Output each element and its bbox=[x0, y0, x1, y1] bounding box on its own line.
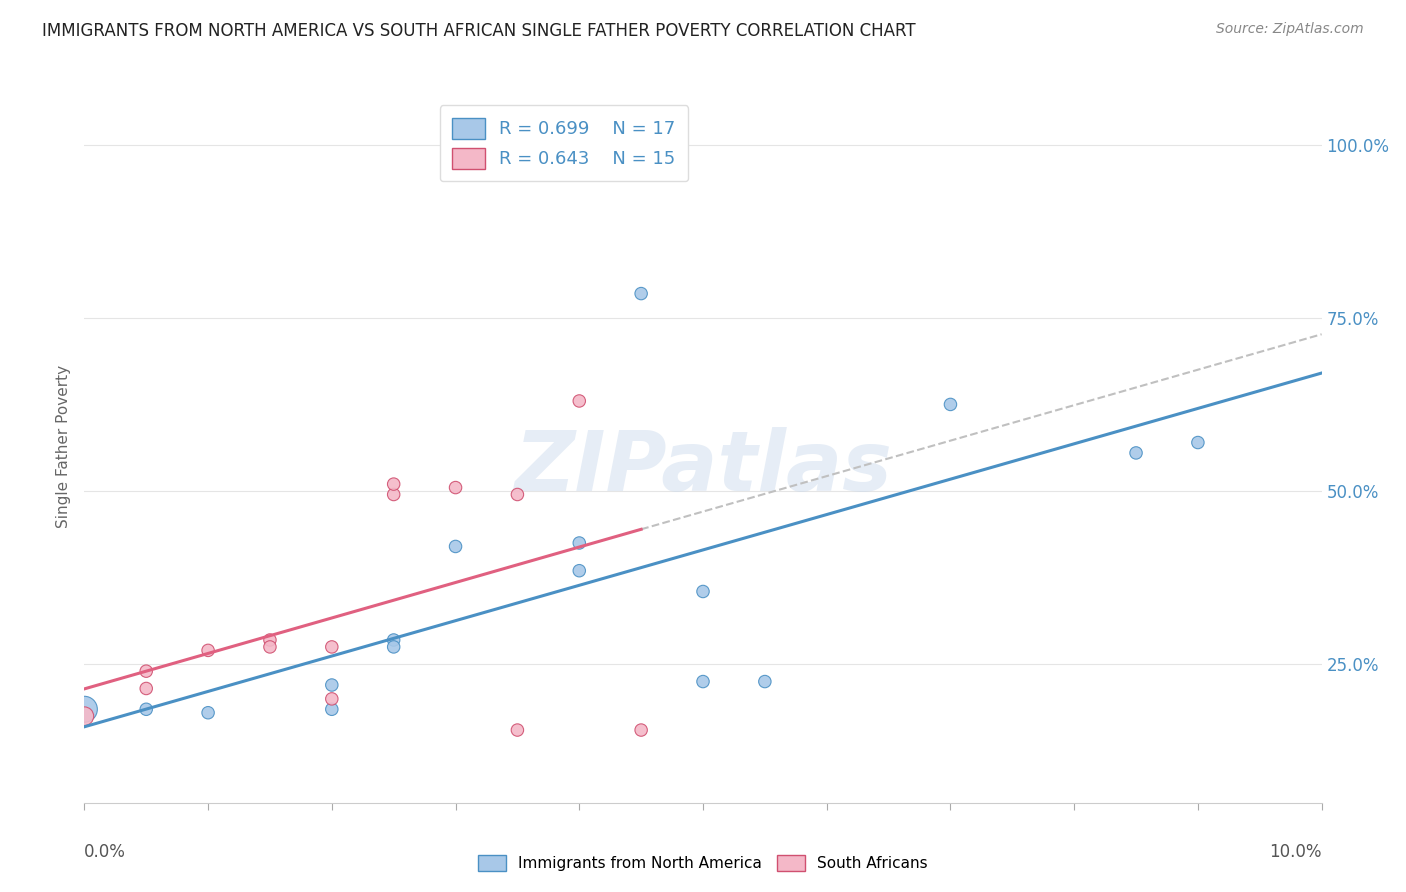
Point bbox=[382, 477, 405, 491]
Point bbox=[382, 632, 405, 647]
Point bbox=[259, 632, 281, 647]
Point bbox=[444, 481, 467, 495]
Point bbox=[754, 674, 776, 689]
Point bbox=[135, 664, 157, 678]
Point bbox=[73, 702, 96, 716]
Point bbox=[197, 643, 219, 657]
Text: 0.0%: 0.0% bbox=[84, 843, 127, 861]
Text: Source: ZipAtlas.com: Source: ZipAtlas.com bbox=[1216, 22, 1364, 37]
Point bbox=[135, 702, 157, 716]
Point bbox=[259, 640, 281, 654]
Text: ZIPatlas: ZIPatlas bbox=[515, 427, 891, 508]
Point bbox=[321, 702, 343, 716]
Text: 10.0%: 10.0% bbox=[1270, 843, 1322, 861]
Point bbox=[692, 674, 714, 689]
Point bbox=[939, 397, 962, 411]
Point bbox=[630, 723, 652, 737]
Point bbox=[506, 723, 529, 737]
Point bbox=[73, 709, 96, 723]
Point bbox=[630, 286, 652, 301]
Point bbox=[568, 564, 591, 578]
Point bbox=[135, 681, 157, 696]
Point bbox=[568, 394, 591, 409]
Legend: R = 0.699    N = 17, R = 0.643    N = 15: R = 0.699 N = 17, R = 0.643 N = 15 bbox=[440, 105, 689, 181]
Y-axis label: Single Father Poverty: Single Father Poverty bbox=[56, 365, 72, 527]
Point bbox=[197, 706, 219, 720]
Point bbox=[382, 487, 405, 501]
Point bbox=[1125, 446, 1147, 460]
Point bbox=[1187, 435, 1209, 450]
Text: IMMIGRANTS FROM NORTH AMERICA VS SOUTH AFRICAN SINGLE FATHER POVERTY CORRELATION: IMMIGRANTS FROM NORTH AMERICA VS SOUTH A… bbox=[42, 22, 915, 40]
Point bbox=[692, 584, 714, 599]
Point bbox=[568, 536, 591, 550]
Point bbox=[321, 678, 343, 692]
Legend: Immigrants from North America, South Africans: Immigrants from North America, South Afr… bbox=[472, 849, 934, 877]
Point bbox=[382, 640, 405, 654]
Point bbox=[506, 487, 529, 501]
Point bbox=[321, 640, 343, 654]
Point bbox=[444, 540, 467, 554]
Point bbox=[321, 691, 343, 706]
